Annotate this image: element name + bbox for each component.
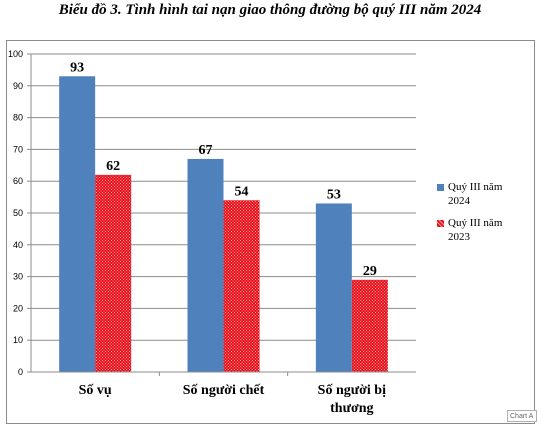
y-tick-label-100: 100: [8, 49, 23, 59]
y-tick-label-30: 30: [13, 272, 23, 282]
chart-frame: [6, 40, 535, 424]
legend-label-series-2-line-1: Quý III năm: [448, 217, 503, 229]
y-tick-label-50: 50: [13, 208, 23, 218]
legend-swatch-series-1: [437, 184, 444, 191]
x-category-label-3-line-2: thương: [330, 401, 373, 416]
x-category-label-3-line-1: Số người bị: [318, 383, 386, 398]
y-tick-label-40: 40: [13, 240, 23, 250]
y-tick-label-60: 60: [13, 176, 23, 186]
bar-series-2-cat-1: [95, 174, 132, 372]
y-tick-label-20: 20: [13, 303, 23, 313]
y-tick-label-0: 0: [18, 367, 23, 377]
chart-watermark: Chart A: [507, 410, 537, 422]
data-label-series-2-cat-2: 54: [235, 184, 249, 199]
data-label-series-1-cat-2: 67: [199, 143, 213, 158]
bar-series-2-cat-3: [351, 279, 388, 372]
bar-series-1-cat-3: [315, 203, 352, 372]
bar-series-1-cat-2: [187, 158, 224, 372]
legend-label-series-1-line-1: Quý III năm: [448, 181, 503, 193]
bar-series-1-cat-1: [59, 76, 96, 372]
legend-label-series-2-line-2: 2023: [448, 231, 470, 243]
x-category-label-2: Số người chết: [183, 383, 265, 398]
y-tick-label-10: 10: [13, 335, 23, 345]
y-tick-label-80: 80: [13, 113, 23, 123]
legend-label-series-1-line-2: 2024: [448, 195, 470, 207]
chart-legend: Quý III năm 2024 Quý III năm 2023: [437, 180, 537, 252]
legend-item-series-1: Quý III năm 2024: [437, 180, 537, 208]
data-label-series-2-cat-3: 29: [363, 264, 377, 279]
y-tick-label-70: 70: [13, 144, 23, 154]
data-label-series-1-cat-1: 93: [70, 60, 84, 75]
y-tick-label-90: 90: [13, 81, 23, 91]
bar-series-2-cat-2: [223, 200, 260, 372]
x-category-label-1: Số vụ: [79, 383, 112, 398]
legend-item-series-2: Quý III năm 2023: [437, 216, 537, 244]
legend-swatch-series-2: [437, 220, 444, 227]
data-label-series-2-cat-1: 62: [106, 159, 120, 174]
chart-title: Biểu đồ 3. Tình hình tai nạn giao thông …: [58, 2, 482, 18]
data-label-series-1-cat-3: 53: [327, 187, 341, 202]
